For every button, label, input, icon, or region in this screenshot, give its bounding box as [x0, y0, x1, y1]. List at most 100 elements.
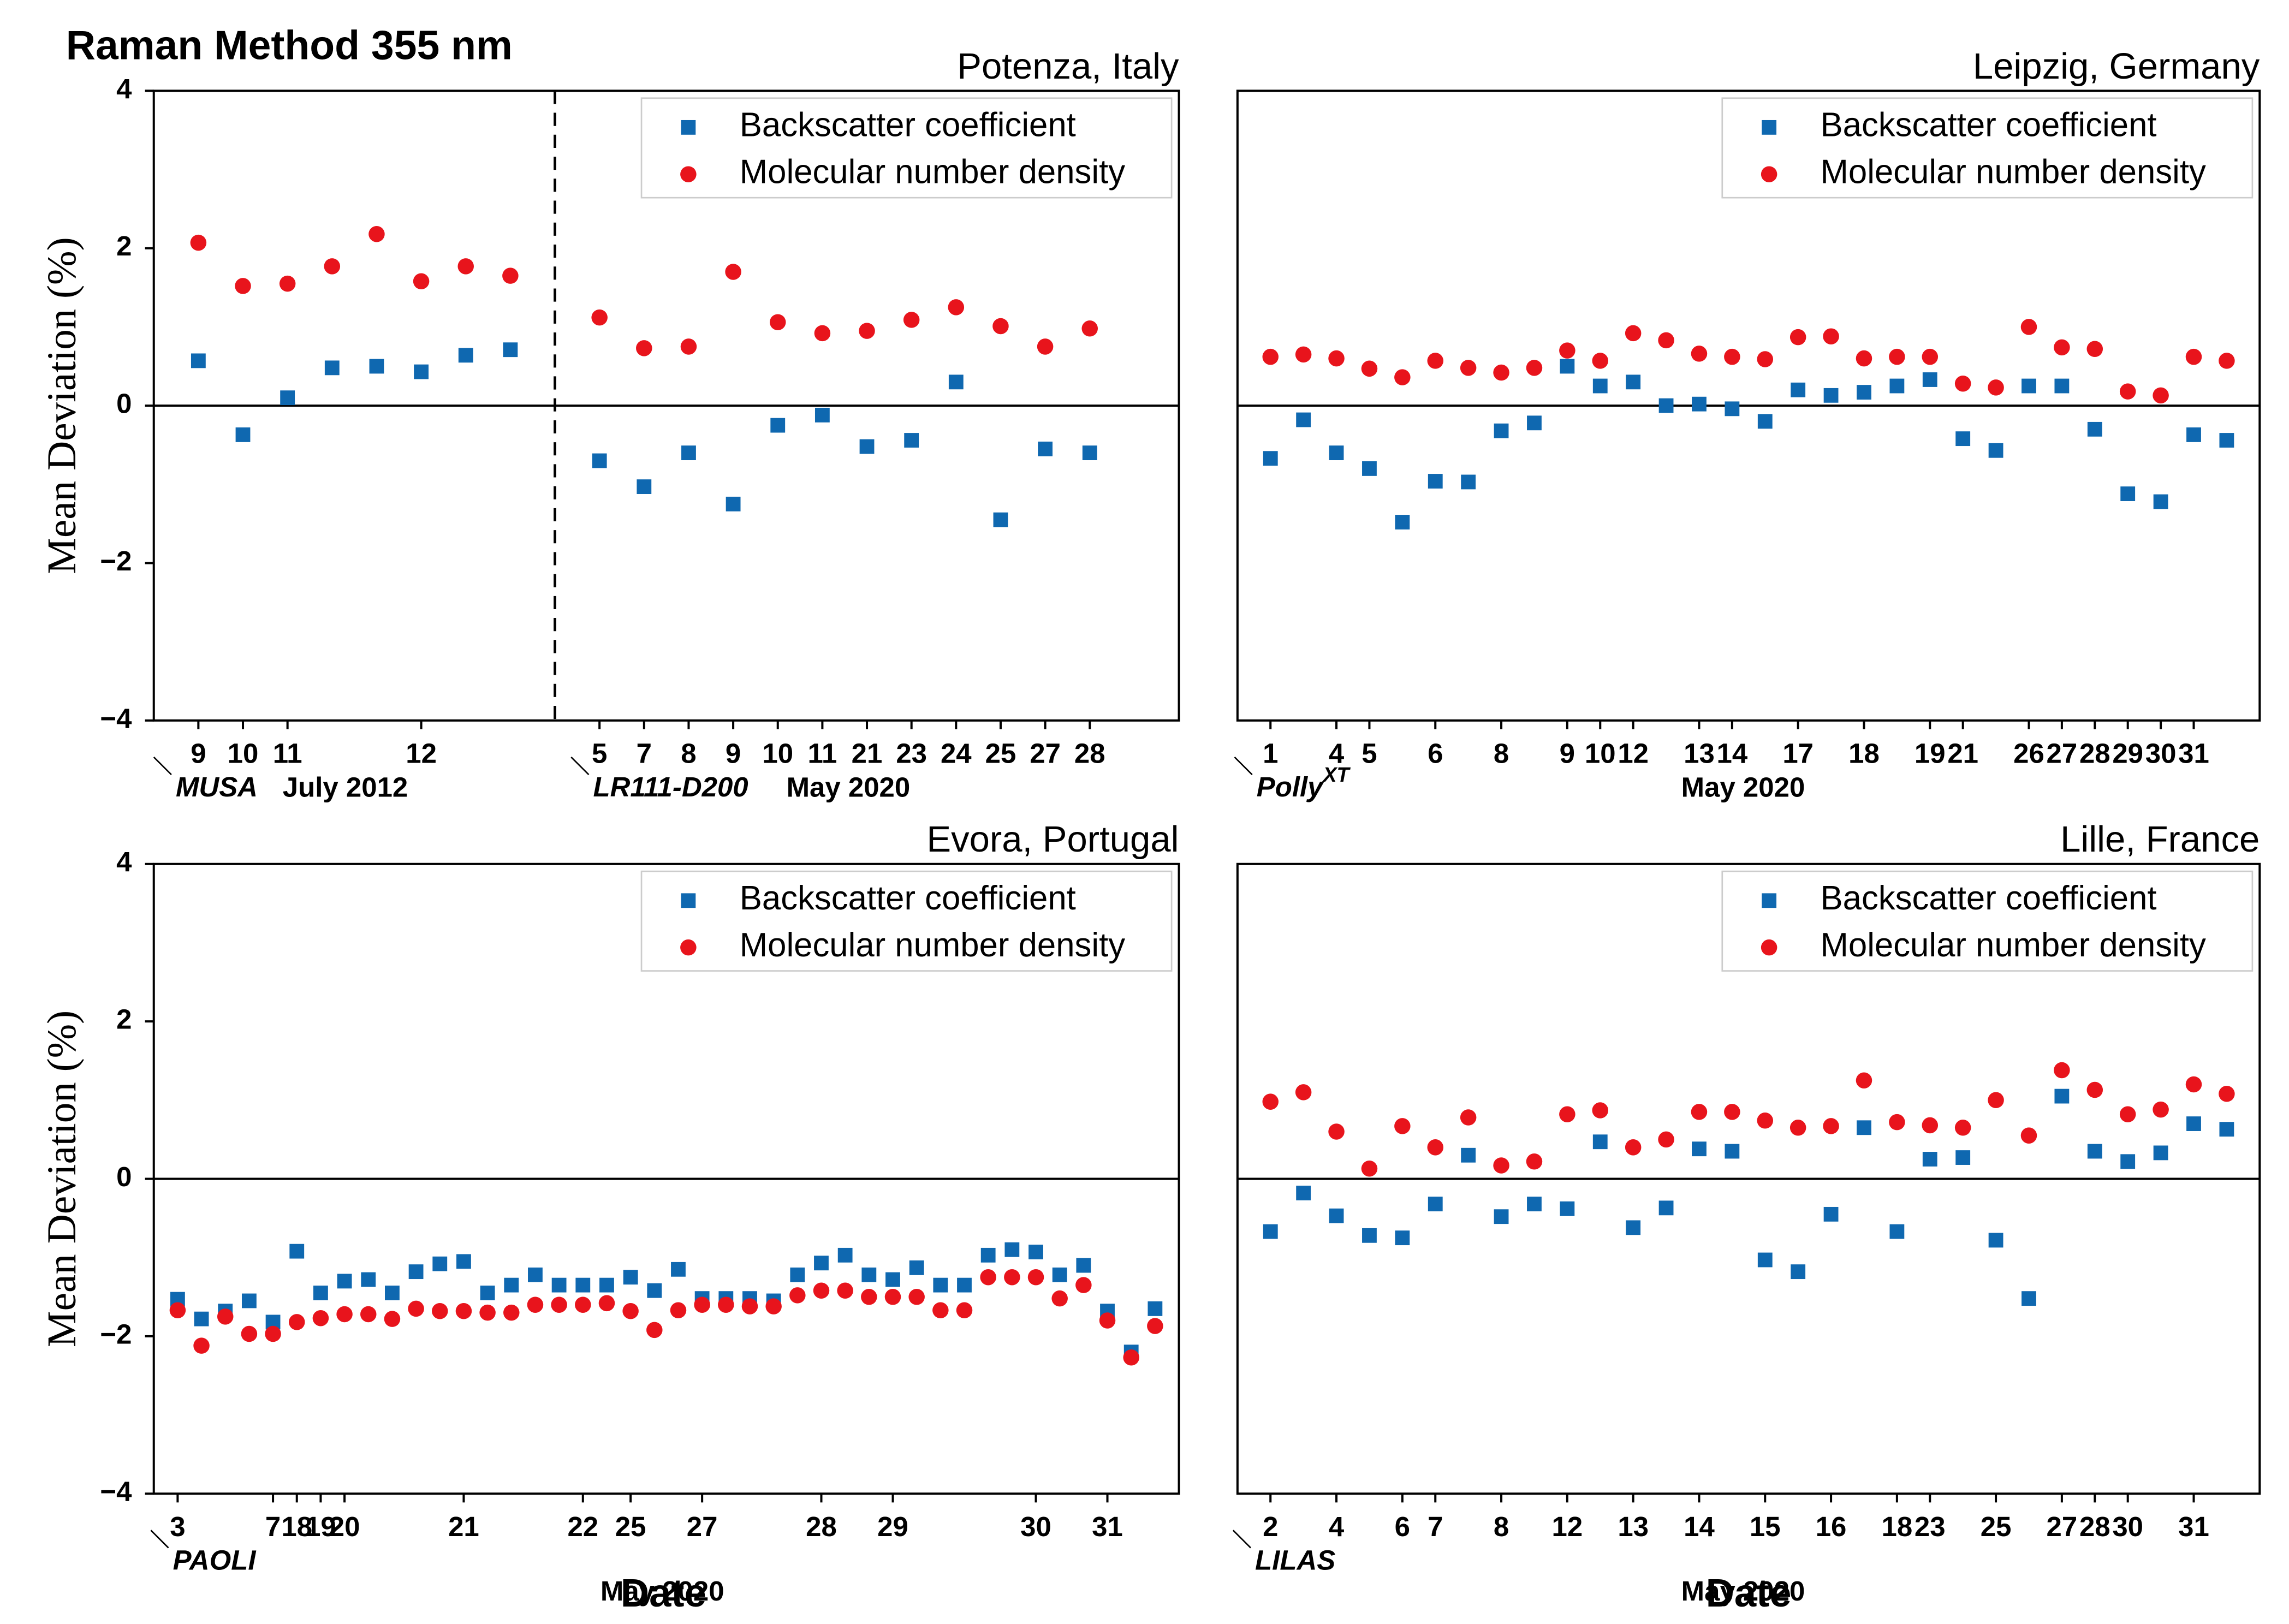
square-point [191, 353, 206, 368]
x-tick-label: 11 [807, 738, 837, 769]
circle-point [1789, 329, 1806, 346]
x-tick-label: 11 [273, 738, 302, 769]
legend-label: Backscatter coefficient [1821, 879, 2157, 917]
x-tick-label: 12 [1618, 738, 1649, 769]
square-point [1076, 1258, 1091, 1273]
group-mark [153, 756, 172, 776]
square-point [885, 1272, 900, 1287]
circle-point [1691, 1104, 1708, 1120]
circle-point [859, 323, 875, 339]
legend-box [1721, 870, 2254, 972]
square-point [280, 390, 295, 406]
x-tick-label: 28 [806, 1511, 837, 1542]
circle-point [1823, 328, 1839, 344]
circle-point [413, 273, 430, 290]
x-tick-label: 27 [687, 1511, 718, 1542]
circle-point [680, 338, 697, 355]
x-tick-label: 4 [1329, 738, 1345, 769]
circle-point [1922, 1117, 1939, 1134]
square-point [1082, 445, 1097, 461]
square-point [1725, 401, 1740, 417]
group-mark [1234, 756, 1253, 776]
square-point [1757, 1252, 1773, 1268]
square-point [2153, 494, 2168, 509]
circle-point [908, 1289, 925, 1305]
legend-label: Molecular number density [740, 926, 1125, 964]
x-tick-label: 22 [567, 1511, 598, 1542]
y-tick-label: −4 [100, 703, 132, 734]
x-tick-label: 25 [1981, 1511, 2012, 1542]
square-point [1527, 1197, 1542, 1212]
x-tick-label: 10 [1585, 738, 1616, 769]
x-tick-label: 9 [1560, 738, 1575, 769]
legend-marker [680, 166, 697, 182]
square-point [2153, 1145, 2168, 1161]
circle-point [1954, 375, 1971, 392]
circle-point [1361, 1160, 1378, 1177]
square-point [2087, 1144, 2102, 1159]
circle-point [336, 1306, 353, 1323]
legend-marker [1762, 893, 1777, 908]
square-point [2186, 1116, 2201, 1131]
x-tick-label: 1 [1263, 738, 1278, 769]
square-point [1658, 398, 1674, 413]
circle-point [1658, 332, 1674, 349]
legend-marker [1761, 939, 1777, 956]
square-point [1329, 445, 1344, 461]
instrument-label: PollyXT [1257, 763, 1351, 803]
legend-label: Backscatter coefficient [740, 879, 1076, 917]
circle-point [217, 1308, 234, 1325]
square-point [551, 1277, 567, 1293]
circle-point [2086, 1081, 2103, 1098]
circle-point [360, 1306, 377, 1323]
square-point [770, 418, 786, 433]
square-point [432, 1256, 448, 1271]
circle-point [932, 1302, 949, 1319]
x-tick-label: 5 [1361, 738, 1377, 769]
x-tick-label: 26 [2013, 738, 2044, 769]
legend-box [1721, 97, 2254, 199]
circle-point [575, 1296, 591, 1313]
square-point [1362, 1228, 1377, 1243]
instrument-label: LR111-D200 [593, 771, 748, 802]
y-tick-label: −4 [100, 1476, 132, 1507]
x-tick-label: 21 [1947, 738, 1978, 769]
circle-point [279, 275, 296, 292]
circle-point [741, 1298, 758, 1314]
square-point [504, 1277, 519, 1293]
circle-point [1460, 1109, 1477, 1126]
circle-point [455, 1302, 472, 1319]
square-point [1823, 388, 1839, 403]
x-tick-label: 13 [1618, 1511, 1649, 1542]
circle-point [2153, 387, 2169, 404]
circle-point [1262, 1093, 1279, 1110]
circle-point [2020, 1127, 2037, 1144]
square-point [1955, 431, 1971, 447]
x-tick-label: 10 [762, 738, 793, 769]
circle-point [1099, 1312, 1116, 1329]
x-tick-label: 30 [1020, 1511, 1051, 1542]
circle-point [769, 314, 786, 330]
square-point [2054, 378, 2070, 394]
square-point [957, 1277, 972, 1293]
circle-point [2086, 341, 2103, 358]
square-point [671, 1262, 686, 1277]
circle-point [368, 225, 385, 242]
circle-point [646, 1322, 663, 1339]
square-point [1395, 1230, 1410, 1246]
square-point [681, 445, 696, 461]
square-point [1028, 1245, 1043, 1259]
x-tick-label: 25 [615, 1511, 646, 1542]
circle-point [1147, 1318, 1163, 1334]
square-point [623, 1270, 638, 1285]
square-point [980, 1247, 996, 1263]
circle-point [1757, 351, 1774, 367]
circle-point [1051, 1290, 1068, 1307]
circle-point [1123, 1349, 1139, 1366]
x-tick-label: 20 [329, 1511, 360, 1542]
x-tick-label: 3 [170, 1511, 185, 1542]
circle-point [837, 1282, 853, 1299]
square-point [814, 407, 830, 423]
square-point [1988, 1233, 2003, 1248]
square-point [1692, 396, 1707, 412]
